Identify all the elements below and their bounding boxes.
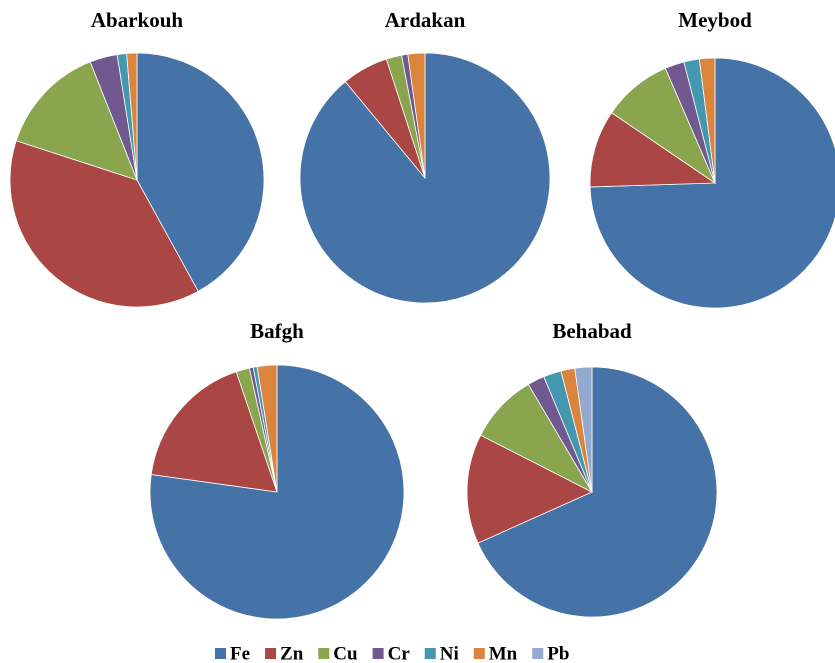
- chart-title: Abarkouh: [91, 8, 184, 32]
- chart-title: Behabad: [552, 319, 632, 343]
- pie-slice: [126, 52, 138, 181]
- pie-slice: [150, 371, 278, 493]
- chart-title: Meybod: [678, 8, 752, 32]
- legend-label: Cr: [388, 643, 411, 663]
- legend-swatch: [318, 648, 330, 659]
- legend-label: Zn: [280, 643, 304, 663]
- legend-label: Ni: [440, 643, 459, 663]
- legend-label: Fe: [230, 643, 250, 663]
- pie-slice: [149, 364, 405, 620]
- legend-swatch: [372, 648, 384, 659]
- legend-swatch: [532, 648, 544, 659]
- chart-title: Bafgh: [250, 319, 304, 343]
- pie-slice: [574, 366, 593, 493]
- legend-label: Pb: [547, 643, 569, 663]
- legend-swatch: [265, 648, 277, 659]
- pie-slice: [407, 52, 426, 179]
- pie-slice: [698, 57, 716, 184]
- legend-swatch: [424, 648, 436, 659]
- pie-slice: [136, 52, 265, 292]
- legend-swatch: [473, 648, 485, 659]
- chart-title: Ardakan: [385, 8, 466, 32]
- legend-label: Cu: [333, 643, 358, 663]
- pie-slice: [15, 61, 138, 181]
- pie-slice: [466, 434, 593, 544]
- pie-slice: [477, 366, 718, 618]
- pie-slice: [9, 140, 199, 308]
- legend-swatch: [215, 648, 226, 659]
- pie-slice: [256, 364, 278, 493]
- legend-label: Mn: [489, 643, 518, 663]
- pie-slice: [589, 57, 835, 309]
- pie-slice: [589, 112, 717, 188]
